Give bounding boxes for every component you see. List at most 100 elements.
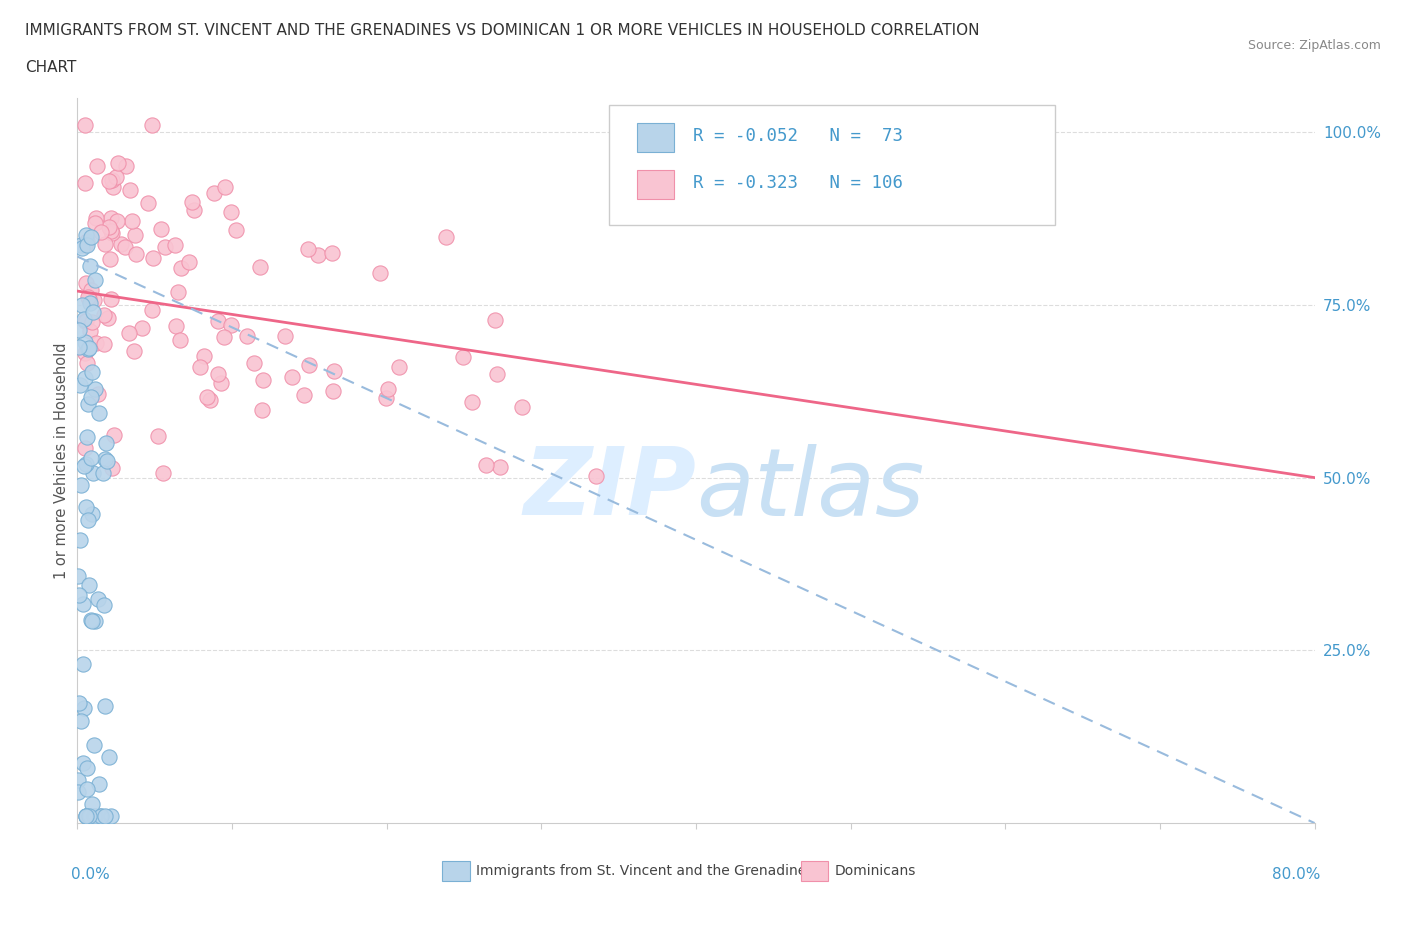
Point [451,349,474,364]
Point [297,242,319,257]
Point [202,185,225,200]
Point [93,308,115,323]
Point [76,761,98,776]
Point [93,336,115,351]
Text: Immigrants from St. Vincent and the Grenadines: Immigrants from St. Vincent and the Gren… [475,864,813,878]
Point [86,336,108,351]
Text: Source: ZipAtlas.com: Source: ZipAtlas.com [1247,39,1381,52]
Point [67,568,90,583]
Point [292,387,315,402]
Point [80,230,103,245]
Point [79,809,101,824]
Point [73,700,96,715]
Point [67,696,90,711]
Point [76,809,98,824]
Point [236,328,259,343]
Point [75,228,97,243]
Text: atlas: atlas [696,444,924,535]
Point [76,782,98,797]
Point [80,283,103,298]
Point [70,477,93,492]
Point [75,118,96,133]
Point [181,194,204,209]
Point [148,429,170,444]
Point [124,228,146,243]
Point [103,179,125,194]
Point [79,324,101,339]
Point [250,403,273,418]
FancyBboxPatch shape [609,105,1054,225]
Point [80,796,103,811]
Point [221,205,243,219]
Point [195,390,218,405]
Point [67,772,90,787]
Text: Dominicans: Dominicans [835,864,915,878]
Point [489,459,512,474]
Point [101,226,124,241]
Text: CHART: CHART [25,60,77,75]
Point [83,737,105,752]
Point [98,219,121,234]
Point [125,246,148,261]
Point [179,254,201,269]
Point [69,378,91,392]
Point [77,290,100,305]
Point [94,236,117,251]
Point [77,512,100,527]
Point [75,345,96,360]
Point [122,343,145,358]
Point [297,357,319,372]
FancyBboxPatch shape [801,861,828,881]
Point [82,465,104,480]
Point [94,698,117,713]
Point [434,230,457,245]
Point [114,239,136,254]
Point [512,400,534,415]
Point [75,499,97,514]
Point [165,318,187,333]
Point [75,313,96,328]
Point [89,809,111,824]
Point [461,394,484,409]
Point [474,458,496,472]
Y-axis label: 1 or more Vehicles in Household: 1 or more Vehicles in Household [53,342,69,578]
Point [91,465,114,480]
Point [152,465,174,480]
Point [75,809,97,824]
Point [118,326,141,340]
Point [252,373,274,388]
Point [67,588,90,603]
Point [84,211,107,226]
Point [94,809,117,824]
Point [198,392,221,407]
Point [77,342,100,357]
Point [84,215,107,230]
Point [243,355,266,370]
Point [101,172,124,187]
Point [69,532,91,547]
Point [75,313,97,328]
Point [484,312,506,327]
Point [94,436,117,451]
Point [77,340,100,355]
Point [75,335,97,350]
Point [169,333,191,348]
Point [188,360,211,375]
Point [83,809,105,824]
Point [77,291,100,306]
Point [96,454,118,469]
Point [75,276,97,291]
Point [225,222,247,237]
Point [307,247,329,262]
Point [322,383,344,398]
Text: 0.0%: 0.0% [72,867,110,882]
Point [76,356,98,371]
Point [76,233,98,248]
Point [94,452,117,467]
Point [80,390,103,405]
Point [100,809,122,824]
Point [323,364,346,379]
Point [86,159,108,174]
Point [214,179,236,194]
Point [72,298,94,312]
